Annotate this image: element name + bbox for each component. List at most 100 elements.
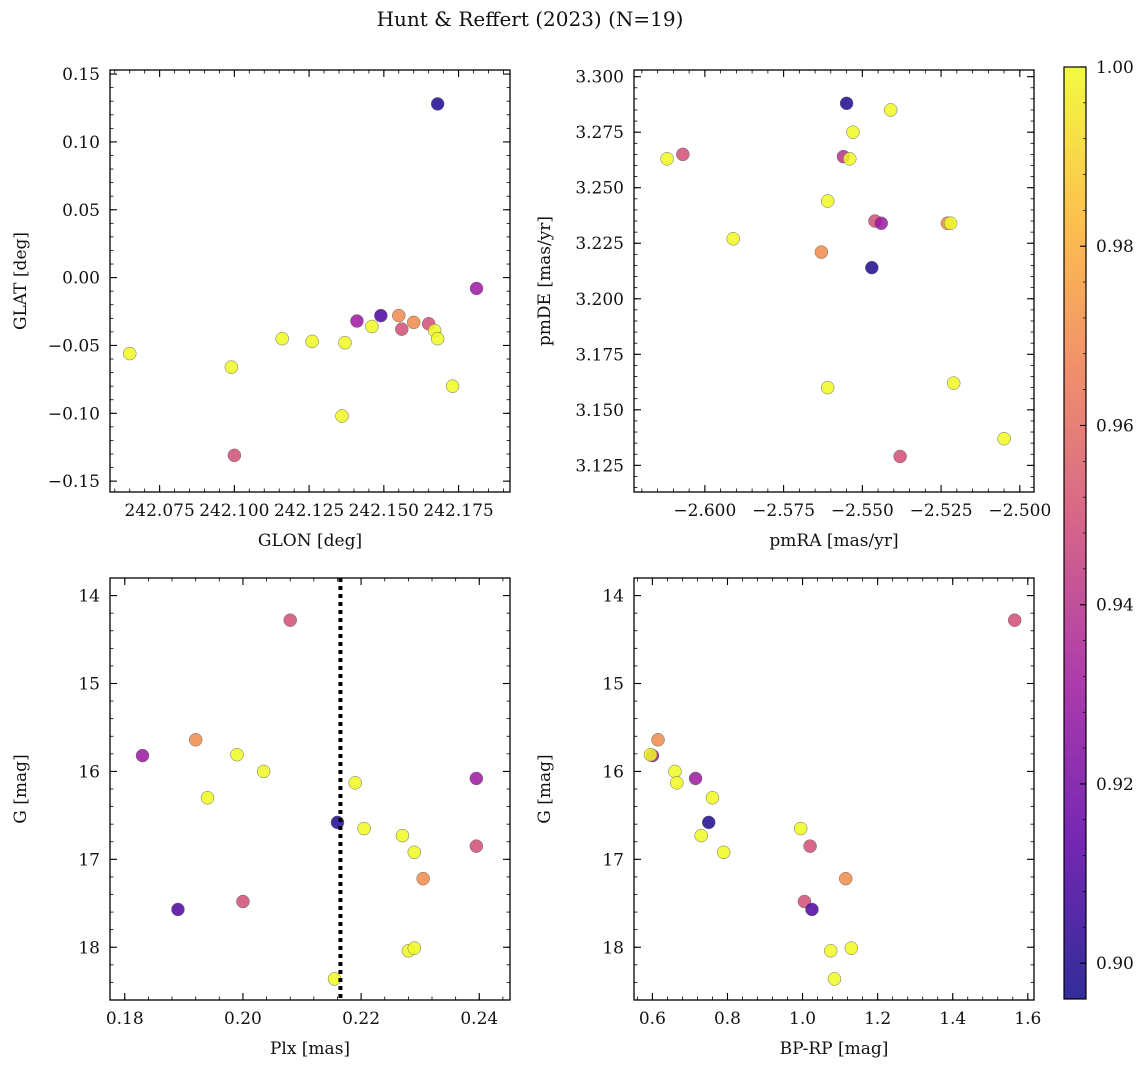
x-axis-label: GLON [deg] <box>258 531 362 551</box>
data-point <box>469 281 484 296</box>
data-point <box>135 748 150 763</box>
x-tick-label: 0.24 <box>460 1009 498 1029</box>
data-point <box>643 747 658 762</box>
x-tick-label: 0.20 <box>224 1009 262 1029</box>
x-tick-label: 242.175 <box>423 501 493 521</box>
data-points <box>660 96 1011 464</box>
data-point <box>670 776 684 790</box>
data-point <box>350 314 364 328</box>
y-tick-label: 14 <box>602 587 624 607</box>
data-point <box>943 216 958 230</box>
data-point <box>374 308 388 323</box>
x-tick-label: 0.6 <box>639 1009 666 1029</box>
data-point <box>694 828 708 843</box>
data-point <box>445 379 460 393</box>
data-point <box>430 97 445 111</box>
data-point <box>668 764 682 779</box>
data-point <box>392 308 406 323</box>
y-tick-label: 15 <box>602 675 624 695</box>
data-point <box>839 96 854 111</box>
axis-ticks: 0.18 0.20 0.22 0.24 14 15 16 17 18 <box>78 578 510 1029</box>
axes-frame <box>633 577 1035 1001</box>
x-tick-label: 242.100 <box>199 501 269 521</box>
data-point <box>275 331 289 346</box>
data-point <box>660 152 674 166</box>
x-tick-label: 242.150 <box>349 501 419 521</box>
colorbar-tick-label: 0.94 <box>1096 596 1134 616</box>
colorbar-tick-label: 1.00 <box>1096 58 1134 78</box>
y-tick-label: 14 <box>78 587 100 607</box>
colorbar-tick-label: 0.98 <box>1096 237 1134 257</box>
data-point <box>406 315 421 330</box>
y-tick-label: 0.00 <box>62 269 100 289</box>
data-point <box>1007 613 1022 627</box>
data-point <box>365 319 379 334</box>
data-point <box>701 815 716 830</box>
data-point <box>844 941 859 955</box>
figure-title: Hunt & Reffert (2023) (N=19) <box>377 7 684 31</box>
data-point <box>335 409 349 423</box>
scatter-panel-3: 0.18 0.20 0.22 0.24 14 15 16 17 18 Plx [mas] G [ma… <box>11 577 511 1059</box>
data-point <box>820 380 835 395</box>
y-tick-label: 16 <box>78 762 100 782</box>
scatter-panel-1: 242.075 242.100 242.125 242.150 242.175 −0.15… <box>11 65 511 551</box>
data-point <box>893 449 907 464</box>
data-point <box>803 839 817 853</box>
data-point <box>705 791 720 805</box>
y-tick-label: −0.15 <box>48 472 100 492</box>
data-point <box>230 747 244 762</box>
y-tick-label: 3.225 <box>575 234 624 254</box>
axis-ticks: 0.6 0.8 1.0 1.2 1.4 1.6 14 15 16 17 18 <box>602 578 1041 1029</box>
y-axis-label: GLAT [deg] <box>11 232 31 330</box>
data-point <box>122 346 137 361</box>
y-axis-label: G [mag] <box>11 754 31 823</box>
x-tick-label: 242.075 <box>124 501 194 521</box>
data-point <box>171 902 185 917</box>
data-point <box>997 431 1011 446</box>
x-axis-label: pmRA [mas/yr] <box>769 531 898 551</box>
data-point <box>793 821 808 836</box>
data-point <box>874 216 888 230</box>
data-point <box>416 871 430 886</box>
panels: 242.075 242.100 242.125 242.150 242.175 −0.15… <box>11 65 1051 1059</box>
data-point <box>676 147 690 162</box>
y-axis-label: pmDE [mas/yr] <box>535 216 555 346</box>
data-point <box>827 972 842 986</box>
y-tick-label: −0.10 <box>48 404 100 424</box>
y-tick-label: 0.15 <box>62 65 100 85</box>
axis-ticks: −2.600 −2.575 −2.550 −2.525 −2.500 3.125 3.150… <box>575 68 1051 521</box>
x-tick-label: 1.0 <box>789 1009 816 1029</box>
axis-ticks: 242.075 242.100 242.125 242.150 242.175 −0.15… <box>48 65 510 521</box>
y-tick-label: 3.250 <box>575 179 624 199</box>
colorbar: 0.90 0.92 0.94 0.96 0.98 1.00 <box>1063 58 1134 1000</box>
data-point <box>883 103 898 117</box>
y-axis-label: G [mag] <box>535 754 555 823</box>
x-tick-label: −2.500 <box>988 501 1051 521</box>
data-point <box>188 733 203 747</box>
data-points <box>122 97 484 463</box>
data-point <box>357 821 371 836</box>
y-tick-label: 18 <box>78 938 100 958</box>
data-point <box>407 941 422 955</box>
y-tick-label: 0.05 <box>62 201 100 221</box>
axes-frame <box>109 577 511 1001</box>
x-tick-label: 1.4 <box>939 1009 966 1029</box>
axes-frame <box>633 69 1035 493</box>
y-tick-label: 17 <box>78 850 100 870</box>
data-points <box>643 613 1022 986</box>
y-tick-label: 15 <box>78 675 100 695</box>
colorbar-tick-label: 0.96 <box>1096 416 1134 436</box>
data-point <box>814 245 829 259</box>
data-point <box>407 845 422 860</box>
data-point <box>716 845 731 860</box>
data-point <box>823 944 838 958</box>
data-point <box>805 902 819 917</box>
data-point <box>348 776 362 790</box>
y-tick-label: 3.150 <box>575 401 624 421</box>
data-point <box>843 152 857 166</box>
y-tick-label: 3.275 <box>575 123 624 143</box>
scatter-panel-2: −2.600 −2.575 −2.550 −2.525 −2.500 3.125 3.150… <box>535 68 1051 551</box>
data-point <box>283 613 297 627</box>
data-point <box>305 334 319 349</box>
